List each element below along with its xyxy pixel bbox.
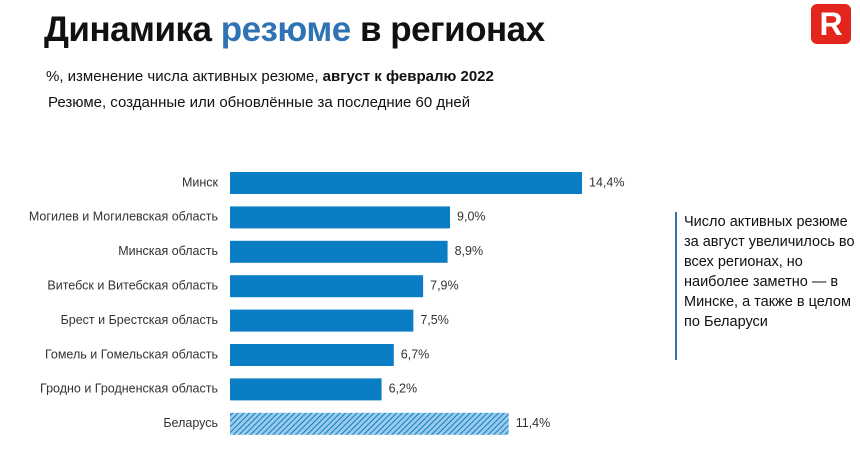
category-label: Гомель и Гомельская область <box>45 347 218 361</box>
bar <box>230 206 451 229</box>
bar <box>230 172 583 194</box>
value-label: 6,2% <box>389 382 418 396</box>
title: Динамика резюме в регионах <box>44 10 545 50</box>
value-label: 9,0% <box>457 210 486 224</box>
value-label: 7,9% <box>430 278 459 292</box>
value-label: 6,7% <box>401 347 430 361</box>
title-part: в регионах <box>359 10 545 49</box>
title-part: Динамика <box>44 10 212 49</box>
value-label: 11,4% <box>516 416 551 430</box>
category-label: Брест и Брестская область <box>61 313 218 327</box>
logo: R <box>811 4 851 44</box>
category-label: Минская область <box>118 244 218 258</box>
bar <box>230 309 414 332</box>
bar <box>230 378 382 401</box>
subtitle: %, изменение числа активных резюме, авгу… <box>46 68 494 85</box>
category-label: Минск <box>182 175 219 189</box>
category-label: Витебск и Витебская область <box>47 278 218 292</box>
value-label: 14,4% <box>589 175 624 189</box>
annotation: Число активных резюме за август увеличил… <box>675 212 857 360</box>
bar <box>230 344 394 366</box>
subtitle-2: Резюме, созданные или обновлённые за пос… <box>48 94 471 111</box>
subtitle-part: %, изменение числа активных резюме, <box>46 68 319 85</box>
title-highlight: резюме <box>220 10 352 49</box>
value-label: 7,5% <box>420 313 449 327</box>
category-label: Гродно и Гродненская область <box>40 382 218 396</box>
category-label: Беларусь <box>163 416 218 430</box>
category-label: Могилев и Могилевская область <box>29 210 218 224</box>
bar <box>230 412 509 435</box>
bar <box>230 275 424 298</box>
bar <box>230 240 448 263</box>
value-label: 8,9% <box>455 244 484 258</box>
subtitle-bold: август к февралю 2022 <box>322 68 494 85</box>
